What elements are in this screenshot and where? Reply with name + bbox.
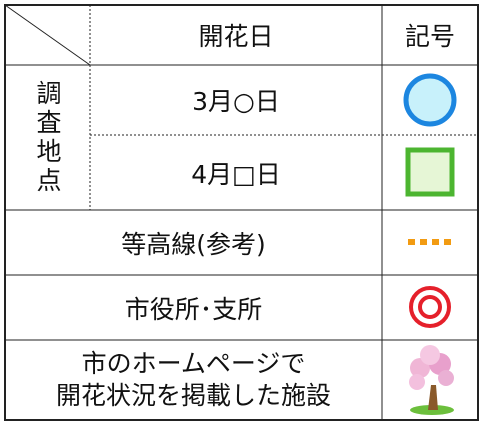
label-line: 市のホームページで [81,348,306,378]
square-symbol [405,147,455,197]
row-label: 等高線(参考) [121,229,266,259]
header-diagonal [4,4,91,66]
header-date: 開花日 [198,22,274,51]
header-symbol: 記号 [404,22,455,51]
row-label: 市のホームページで 開花状況を掲載した施設 [5,340,382,420]
label-line: 開花状況を掲載した施設 [55,381,331,410]
tree-icon [409,345,454,415]
survey-label-box: 調査地点 [5,65,90,210]
circle-symbol [403,73,457,127]
row-label: 3月○日 [192,87,280,116]
table-border [4,4,479,421]
row-label: 4月□日 [191,159,281,189]
double-circle-symbol [409,286,451,328]
row-label: 市役所･支所 [124,294,263,324]
survey-label: 調査地点 [33,79,62,196]
